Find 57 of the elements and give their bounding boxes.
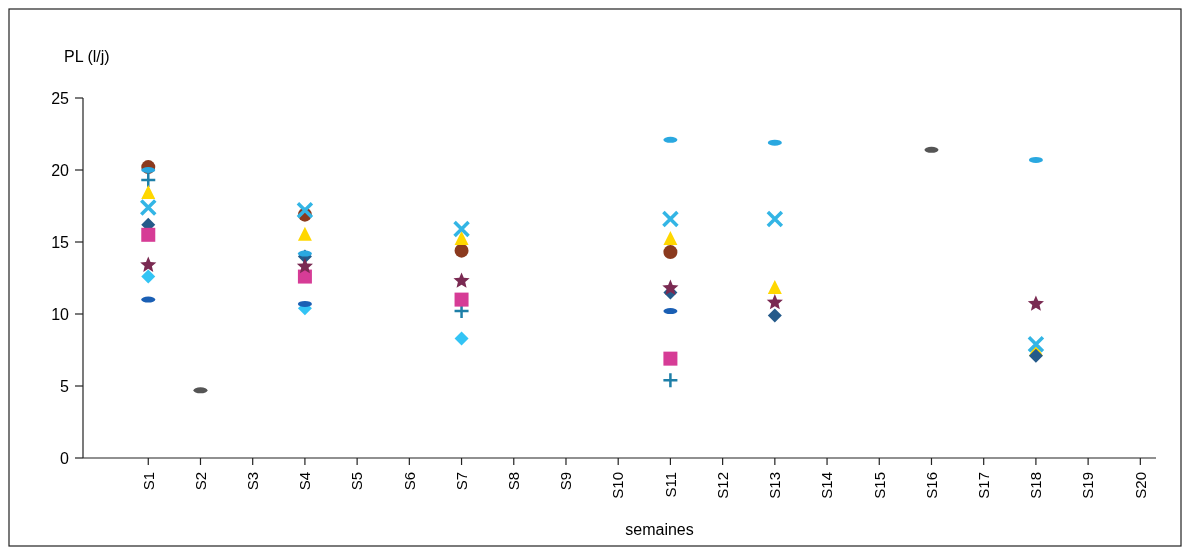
x-tick-label: S14 xyxy=(818,472,836,499)
point xyxy=(140,171,157,189)
point xyxy=(296,257,313,274)
point xyxy=(766,293,783,310)
point xyxy=(454,243,469,258)
point xyxy=(297,269,312,284)
point xyxy=(1028,348,1043,363)
x-tick-label: S8 xyxy=(505,472,523,491)
point xyxy=(453,272,470,288)
point xyxy=(297,226,312,241)
x-tick-label: S13 xyxy=(766,472,784,499)
point xyxy=(141,269,156,284)
point xyxy=(767,308,782,323)
x-tick-label: S5 xyxy=(348,472,366,491)
y-tick-label: 10 xyxy=(51,305,70,323)
point xyxy=(452,220,471,238)
x-tick-label: S2 xyxy=(191,472,209,491)
y-axis-title: PL (l/j) xyxy=(64,48,110,65)
point xyxy=(662,371,679,389)
point xyxy=(454,331,469,346)
point xyxy=(141,185,156,200)
x-tick-label: S10 xyxy=(609,472,627,499)
point xyxy=(767,280,782,295)
point xyxy=(766,210,784,228)
x-tick-label: S16 xyxy=(922,472,940,499)
point xyxy=(139,198,158,217)
y-tick-label: 20 xyxy=(51,161,70,179)
x-tick-label: S4 xyxy=(296,472,314,491)
x-tick-label: S18 xyxy=(1027,472,1045,499)
point xyxy=(662,279,679,295)
y-tick-label: 25 xyxy=(51,89,70,107)
point xyxy=(663,231,678,246)
point xyxy=(454,231,469,246)
x-tick-label: S9 xyxy=(557,472,575,491)
x-tick-label: S20 xyxy=(1131,472,1149,499)
x-tick-label: S3 xyxy=(243,472,261,491)
x-tick-label: S7 xyxy=(452,472,470,491)
y-tick-label: 0 xyxy=(60,449,70,467)
x-tick-label: S15 xyxy=(870,472,888,499)
point xyxy=(661,210,680,228)
point xyxy=(1027,295,1044,311)
point xyxy=(454,292,469,307)
x-tick-label: S17 xyxy=(974,472,992,499)
x-tick-label: S12 xyxy=(713,472,731,499)
x-tick-label: S11 xyxy=(661,472,679,498)
y-tick-label: 5 xyxy=(60,377,70,395)
x-tick-label: S1 xyxy=(139,472,157,491)
point xyxy=(141,227,156,242)
x-tick-label: S19 xyxy=(1079,472,1097,499)
point xyxy=(140,256,157,272)
point xyxy=(1027,335,1045,353)
point xyxy=(663,245,678,260)
x-axis-title: semaines xyxy=(625,521,694,538)
y-tick-label: 15 xyxy=(51,233,70,251)
x-tick-label: S6 xyxy=(400,472,418,491)
point xyxy=(296,201,314,220)
point xyxy=(663,351,678,366)
